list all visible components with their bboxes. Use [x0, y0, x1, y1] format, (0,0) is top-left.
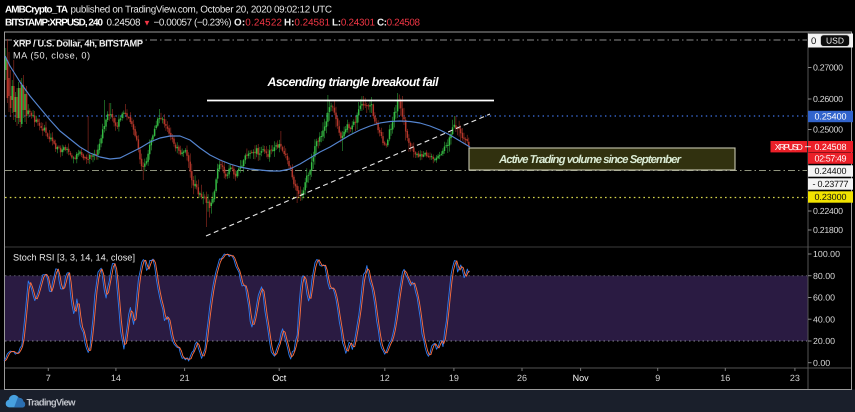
- svg-text:C:0.24508: C:0.24508: [377, 18, 421, 29]
- svg-text:12: 12: [380, 373, 390, 383]
- svg-text:20.00: 20.00: [813, 336, 835, 346]
- svg-text:TradingView: TradingView: [27, 397, 77, 408]
- svg-text:0.24400: 0.24400: [815, 166, 847, 176]
- svg-text:BITSTAMP:XRPUSD, 240: BITSTAMP:XRPUSD, 240: [5, 18, 104, 29]
- svg-text:0.25000: 0.25000: [813, 125, 843, 135]
- svg-text:Nov: Nov: [573, 373, 590, 383]
- svg-text:AMBCrypto_TA: AMBCrypto_TA: [5, 5, 68, 16]
- svg-text:0.21800: 0.21800: [813, 225, 843, 235]
- svg-text:0: 0: [811, 36, 816, 47]
- svg-text:21: 21: [180, 373, 190, 383]
- svg-text:14: 14: [111, 373, 121, 383]
- svg-text:0.00: 0.00: [813, 358, 830, 368]
- svg-text:0.24508: 0.24508: [107, 18, 142, 29]
- svg-text:0.26000: 0.26000: [813, 94, 843, 104]
- svg-text:0.24508: 0.24508: [815, 142, 847, 152]
- svg-text:26: 26: [517, 373, 527, 383]
- svg-text:60.00: 60.00: [813, 293, 835, 303]
- svg-text:Active Trading volume since Se: Active Trading volume since September: [498, 154, 682, 166]
- svg-text:−0.00057 (−0.23%): −0.00057 (−0.23%): [154, 18, 232, 29]
- svg-text:7: 7: [46, 373, 51, 383]
- svg-text:Ascending triangle breakout fa: Ascending triangle breakout fail: [267, 75, 440, 89]
- svg-text:published on TradingView.com,: published on TradingView.com, October 20…: [71, 5, 333, 16]
- svg-text:40.00: 40.00: [813, 314, 835, 324]
- svg-text:100.00: 100.00: [813, 249, 840, 259]
- svg-text:02:57:49: 02:57:49: [815, 154, 847, 164]
- svg-text:80.00: 80.00: [813, 271, 835, 281]
- svg-text:O:0.24522: O:0.24522: [234, 18, 282, 29]
- svg-text:▼: ▼: [143, 18, 151, 27]
- svg-text:Oct: Oct: [272, 373, 287, 383]
- svg-text:L:0.24301: L:0.24301: [332, 18, 376, 29]
- svg-text:9: 9: [655, 373, 660, 383]
- svg-text:0.22400: 0.22400: [813, 206, 843, 216]
- svg-text:Stoch RSI [3, 3, 14, 14, close: Stoch RSI [3, 3, 14, 14, close]: [13, 253, 135, 263]
- svg-text:0.23000: 0.23000: [815, 192, 847, 202]
- svg-text:- 0.23777: - 0.23777: [813, 179, 849, 189]
- svg-text:23: 23: [790, 373, 800, 383]
- svg-text:16: 16: [720, 373, 730, 383]
- svg-text:USD: USD: [826, 35, 844, 45]
- svg-text:XRP / U.S. Dollar, 4h, BITSTAM: XRP / U.S. Dollar, 4h, BITSTAMP: [13, 39, 143, 49]
- svg-text:0.25400: 0.25400: [815, 112, 847, 122]
- svg-text:MA (50, close, 0): MA (50, close, 0): [13, 51, 90, 61]
- svg-text:0.27000: 0.27000: [813, 63, 843, 73]
- svg-text:XRPUSD: XRPUSD: [775, 142, 803, 152]
- svg-text:H:0.24581: H:0.24581: [284, 18, 331, 29]
- svg-text:19: 19: [449, 373, 459, 383]
